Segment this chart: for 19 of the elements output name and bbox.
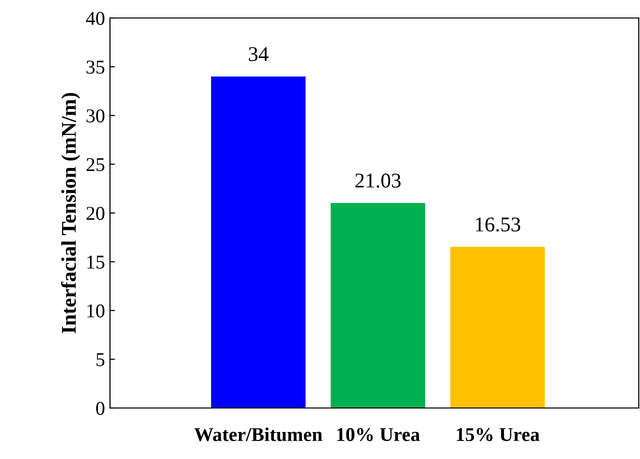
data-label: 16.53: [476, 217, 520, 232]
bar: [450, 246, 545, 408]
data-label: 21.03: [355, 174, 401, 188]
y-tick-label: 15: [87, 256, 104, 269]
y-tick-label: 20: [86, 206, 104, 220]
y-tick-label: 35: [86, 60, 104, 74]
y-tick-label: 0: [96, 402, 104, 415]
y-tick-label: 5: [96, 353, 104, 366]
y-axis-title: Interfacial Tension (mN/m): [61, 92, 80, 334]
data-label: 34: [248, 47, 268, 62]
y-tick-label: 25: [86, 158, 104, 172]
x-tick-label: 10% Urea: [337, 428, 420, 442]
y-tick-label: 10: [87, 304, 104, 318]
x-tick-label: 15% Urea: [456, 428, 540, 442]
x-tick-label: Water/Bitumen: [194, 427, 322, 442]
bar: [211, 76, 306, 408]
bar: [330, 202, 426, 408]
y-tick-label: 40: [86, 12, 104, 25]
y-tick-label: 30: [86, 109, 104, 122]
